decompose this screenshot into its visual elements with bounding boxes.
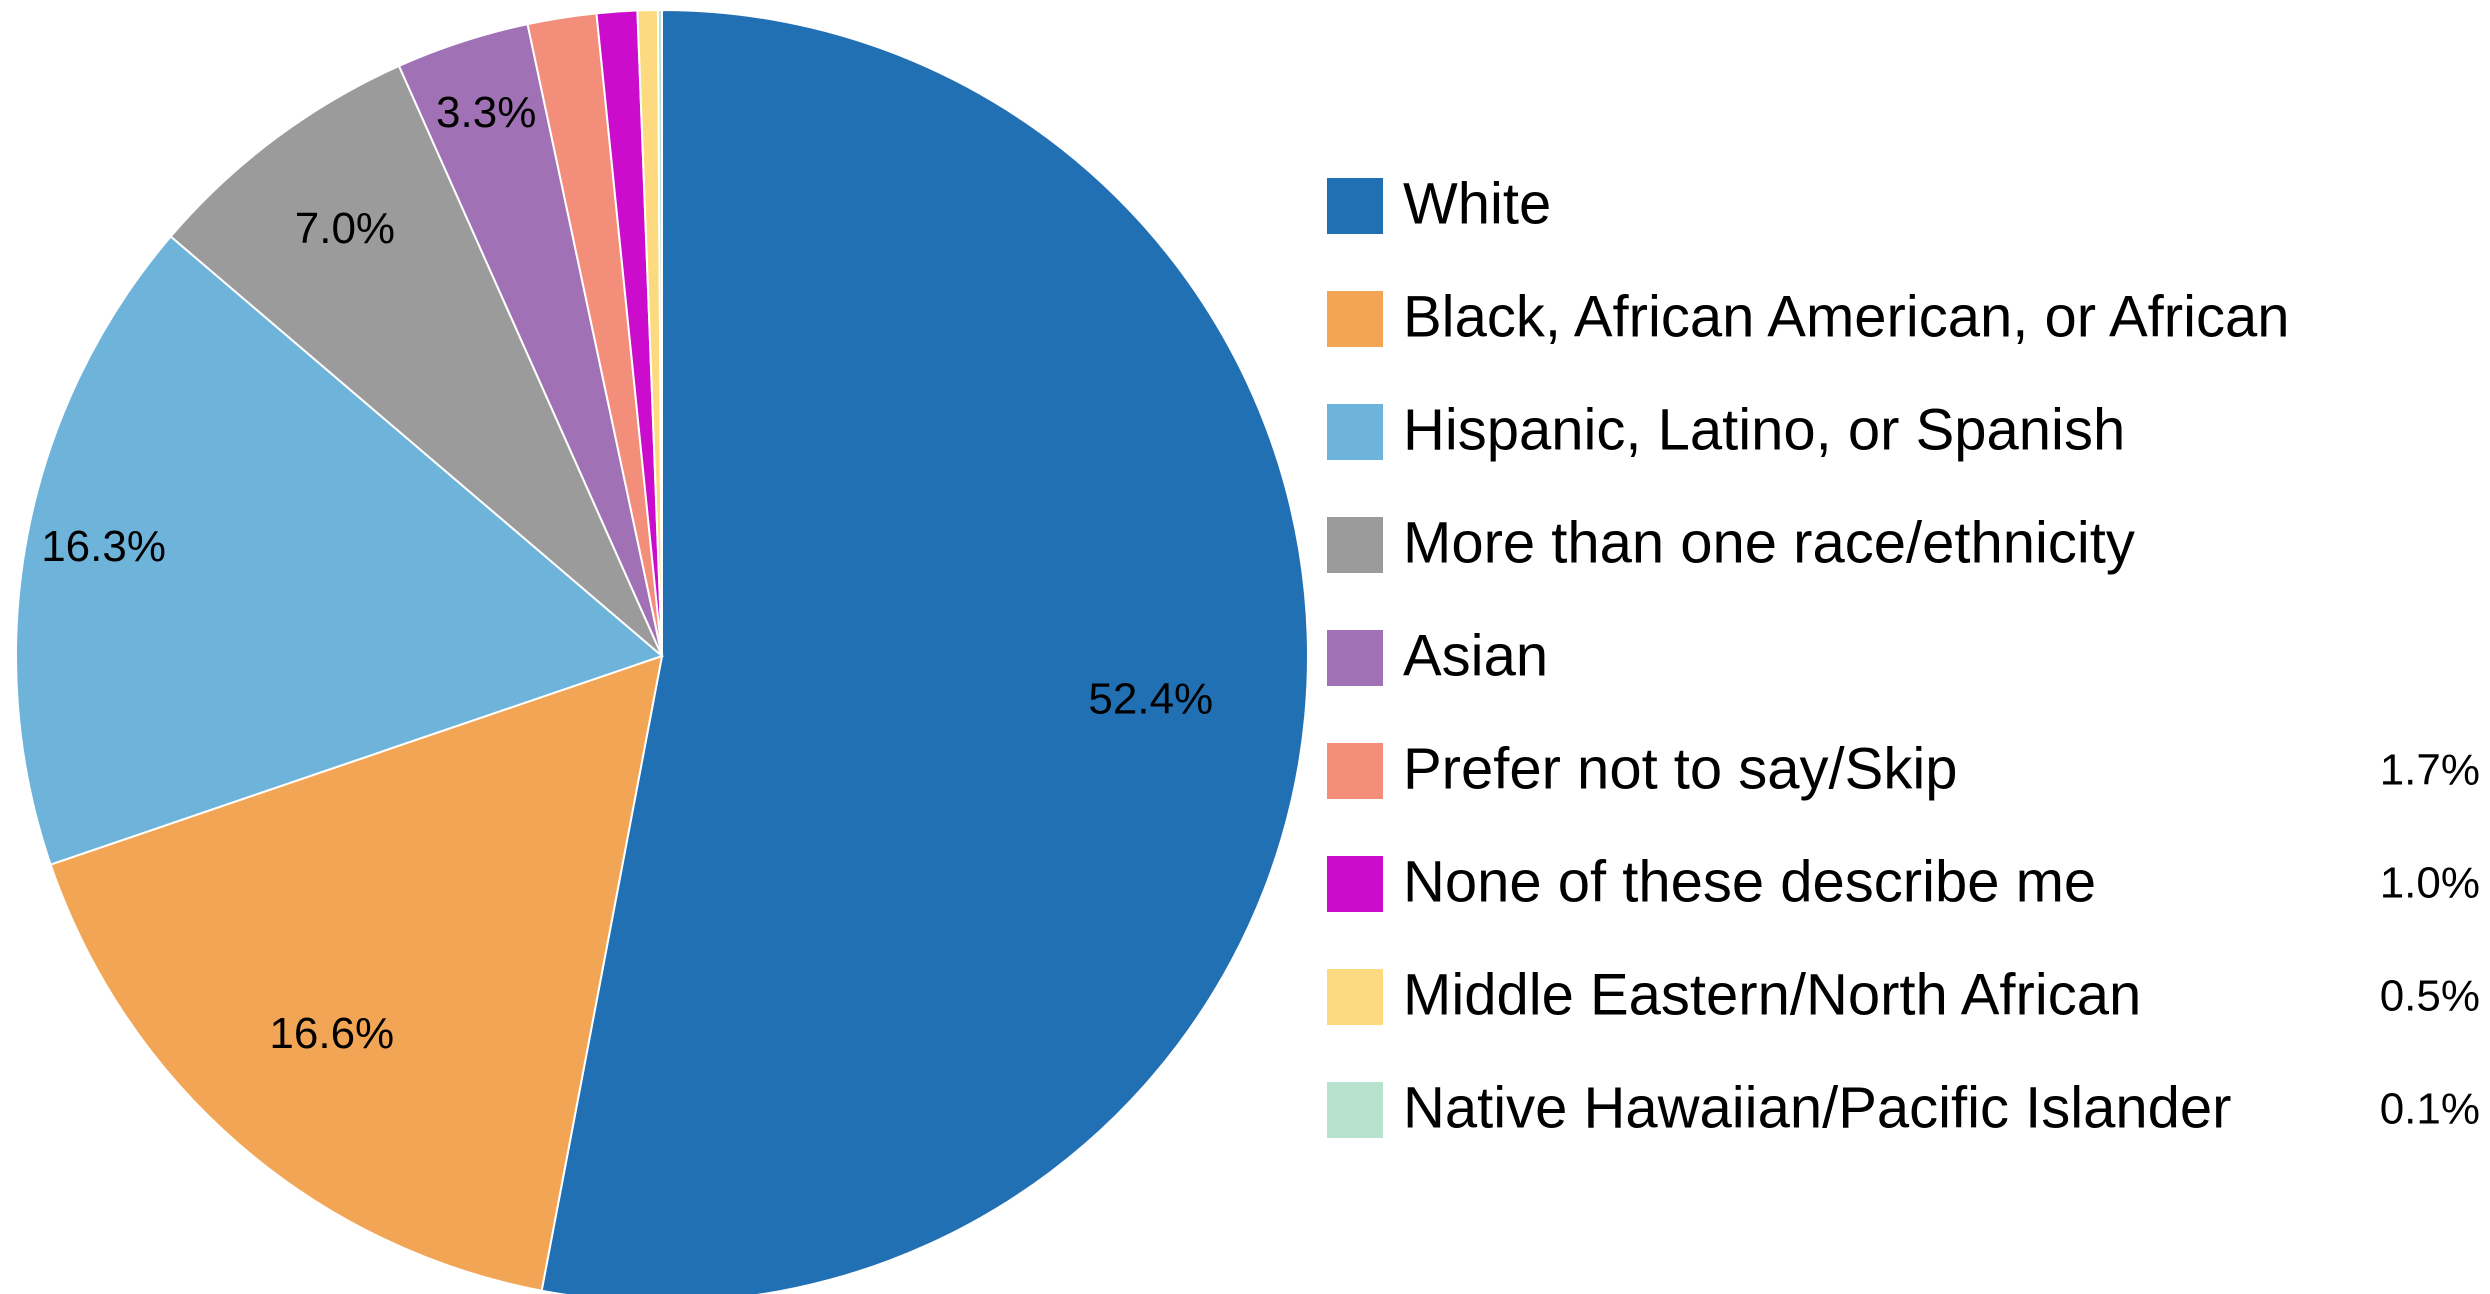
legend-swatch-more-than-one-race-ethnicity [1327, 517, 1383, 573]
pie-slice-white [540, 8, 1309, 1294]
legend-label-white: White [1403, 171, 1551, 236]
legend-label-none-of-these-describe-me: None of these describe me [1403, 849, 2096, 914]
legend-swatch-none-of-these-describe-me [1327, 856, 1383, 912]
slice-label-more-than-one-race-ethnicity: 7.0% [295, 204, 395, 253]
legend-label-middle-eastern-north-african: Middle Eastern/North African [1403, 962, 2141, 1027]
pie-slice-black-african-american-or-african [49, 654, 664, 1292]
legend-swatch-hispanic-latino-or-spanish [1327, 404, 1383, 460]
legend-swatch-black-african-american-or-african [1327, 291, 1383, 347]
legend-label-hispanic-latino-or-spanish: Hispanic, Latino, or Spanish [1403, 397, 2125, 462]
legend-value-prefer-not-to-say-skip: 1.7% [2380, 746, 2480, 795]
legend-value-none-of-these-describe-me: 1.0% [2380, 859, 2480, 908]
legend-swatch-native-hawaiian-pacific-islander [1327, 1082, 1383, 1138]
legend-label-native-hawaiian-pacific-islander: Native Hawaiian/Pacific Islander [1403, 1075, 2231, 1140]
legend-label-prefer-not-to-say-skip: Prefer not to say/Skip [1403, 736, 1957, 801]
slice-label-black-african-american-or-african: 16.6% [269, 1009, 394, 1058]
legend-label-more-than-one-race-ethnicity: More than one race/ethnicity [1403, 510, 2135, 575]
legend-swatch-prefer-not-to-say-skip [1327, 743, 1383, 799]
pie-slices [15, 8, 1309, 1294]
slice-label-white: 52.4% [1088, 675, 1213, 724]
slice-label-hispanic-latino-or-spanish: 16.3% [41, 522, 166, 571]
slice-label-asian: 3.3% [436, 88, 536, 137]
legend-value-native-hawaiian-pacific-islander: 0.1% [2380, 1085, 2480, 1134]
legend-label-black-african-american-or-african: Black, African American, or African [1403, 284, 2289, 349]
legend-value-middle-eastern-north-african: 0.5% [2380, 972, 2480, 1021]
legend-swatch-asian [1327, 630, 1383, 686]
legend: White Black, African American, or African… [1327, 171, 2480, 1140]
pie-slice-more-than-one-race-ethnicity [169, 64, 663, 657]
legend-swatch-middle-eastern-north-african [1327, 969, 1383, 1025]
pie-slice-native-hawaiian-pacific-islander [656, 8, 663, 657]
legend-label-asian: Asian [1403, 623, 1548, 688]
legend-swatch-white [1327, 178, 1383, 234]
pie-slice-labels: 52.4% 16.6% 16.3% 7.0% 3.3% [41, 88, 1213, 1058]
pie-slice-hispanic-latino-or-spanish [15, 235, 664, 866]
